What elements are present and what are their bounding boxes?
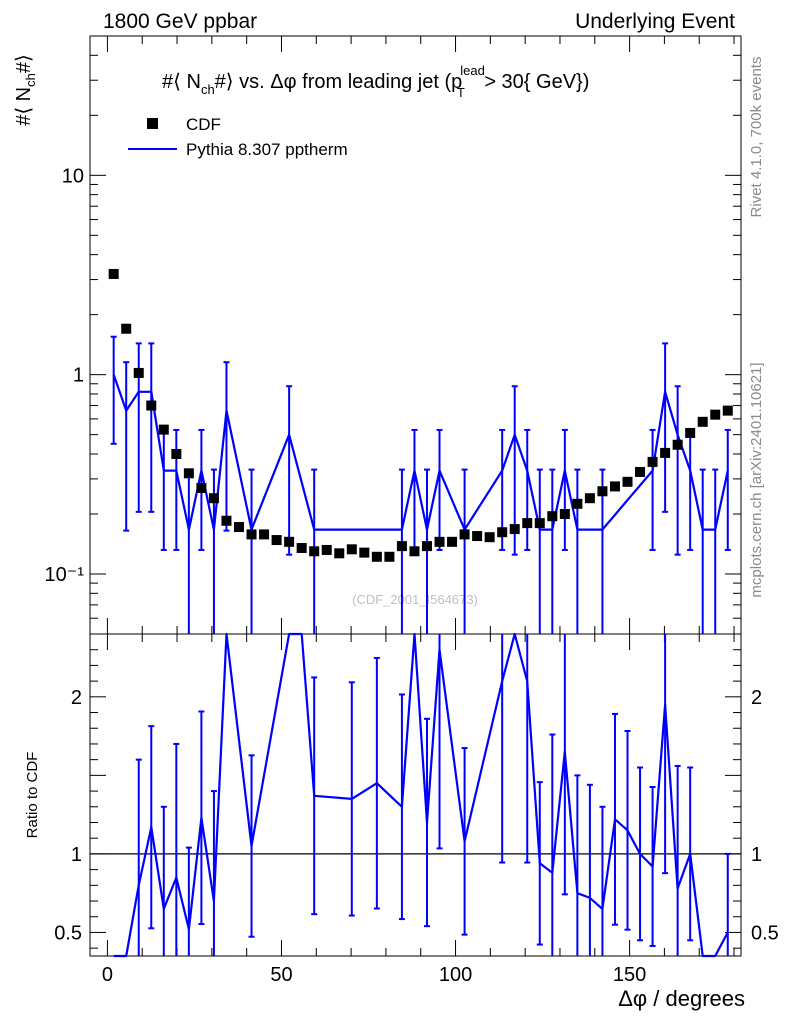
mc-series-line <box>112 374 729 531</box>
x-tick-label: 0 <box>102 964 113 986</box>
cdf-data-point <box>359 547 370 558</box>
cdf-data-point <box>183 468 194 479</box>
title-part-a: #⟨ N <box>162 71 201 93</box>
cdf-data-point <box>559 508 570 519</box>
cdf-data-point <box>685 427 696 438</box>
mc-line-layer <box>112 374 729 531</box>
cdf-data-point <box>409 546 420 557</box>
cdf-data-point <box>121 323 132 334</box>
ratio-y-axis-label: Ratio to CDF <box>24 752 41 839</box>
cdf-data-point <box>246 529 257 540</box>
cdf-data-point <box>522 518 533 529</box>
mcplots-label: mcplots.cern.ch [arXiv:2401.10621] <box>748 362 765 597</box>
cdf-data-point <box>233 522 244 533</box>
x-tick-label: 150 <box>613 964 646 986</box>
ratio-y-tick-label-left: 1 <box>71 844 82 866</box>
cdf-data-point <box>434 536 445 547</box>
main-y-axis-label: #⟨ Nch#⟩ <box>13 54 38 126</box>
cdf-data-point <box>572 498 583 509</box>
cdf-data-point <box>133 367 144 378</box>
cdf-data-point <box>384 551 395 562</box>
cdf-data-point <box>396 541 407 552</box>
cdf-data-point <box>697 416 708 427</box>
cdf-data-point <box>584 493 595 504</box>
cdf-data-point <box>321 544 332 555</box>
title-part-c: > 30{ GeV}) <box>479 71 590 93</box>
x-tick-label: 100 <box>439 964 472 986</box>
y-tick-label: 10⁻¹ <box>45 564 85 586</box>
cdf-data-point <box>196 483 207 494</box>
cdf-data-point <box>710 409 721 420</box>
ratio-panel-frame <box>89 633 742 957</box>
cdf-data-point <box>171 448 182 459</box>
legend: CDF Pythia 8.307 pptherm <box>128 115 348 159</box>
ratio-axis-ticks: 0 50 100 150 2 2 1 1 0.5 0.5 <box>54 633 779 986</box>
cdf-data-point <box>484 532 495 543</box>
title-part-b: #⟩ vs. Δφ from leading jet (p <box>215 71 463 93</box>
legend-label-cdf: CDF <box>186 115 221 134</box>
cdf-data-point <box>346 544 357 555</box>
y-tick-label: 1 <box>73 365 84 387</box>
x-axis-label: Δφ / degrees <box>618 986 745 1011</box>
cdf-data-point <box>421 541 432 552</box>
ratio-y-tick-label-left: 2 <box>71 687 82 709</box>
chart-title: #⟨ Nch#⟩ vs. Δφ from leading jet (plead T… <box>162 63 589 100</box>
cdf-data-point <box>472 531 483 542</box>
cdf-data-point <box>334 548 345 559</box>
cdf-data-point <box>672 439 683 450</box>
cdf-data-point <box>597 486 608 497</box>
cdf-data-point <box>722 405 733 416</box>
title-sub-ch: ch <box>201 82 215 97</box>
cdf-data-point <box>309 546 320 557</box>
x-tick-label: 50 <box>270 964 292 986</box>
cdf-data-point <box>547 511 558 522</box>
ylabel-part-a: #⟨ N <box>13 87 35 126</box>
cdf-data-point <box>622 476 633 487</box>
cdf-data-point <box>509 524 520 535</box>
title-sub-t: T <box>457 85 465 100</box>
cdf-data-point <box>108 268 119 279</box>
cdf-data-point <box>259 529 270 540</box>
cdf-data-point <box>497 527 508 538</box>
cdf-data-point <box>635 466 646 477</box>
cdf-data-point <box>146 400 157 411</box>
legend-marker-cdf <box>147 118 158 129</box>
main-axis-ticks: 10 1 10⁻¹ <box>45 35 741 635</box>
header-left: 1800 GeV ppbar <box>103 10 257 33</box>
ylabel-part-b: #⟩ <box>13 54 35 73</box>
cdf-data-point <box>271 535 282 546</box>
svg-text:#⟨ Nch#⟩: #⟨ Nch#⟩ <box>13 54 38 126</box>
data-points-layer <box>108 268 733 562</box>
title-sup-lead: lead <box>460 63 485 78</box>
ratio-y-tick-label-right: 2 <box>751 687 762 709</box>
rivet-label: Rivet 4.1.0, 700k events <box>748 57 765 218</box>
cdf-data-point <box>609 481 620 492</box>
cdf-data-point <box>647 456 658 467</box>
cdf-data-point <box>534 518 545 529</box>
legend-label-pythia: Pythia 8.307 pptherm <box>186 140 348 159</box>
cdf-data-point <box>158 424 169 435</box>
ratio-series-line <box>113 632 729 958</box>
ylabel-sub: ch <box>23 73 38 87</box>
ratio-line-layer <box>113 632 729 958</box>
cdf-data-point <box>459 529 470 540</box>
ratio-y-tick-label-right: 0.5 <box>751 922 779 944</box>
y-tick-label: 10 <box>62 165 84 187</box>
ratio-y-tick-label-left: 0.5 <box>54 922 82 944</box>
cdf-data-point <box>221 515 232 526</box>
cdf-data-point <box>660 447 671 458</box>
cdf-data-point <box>447 536 458 547</box>
cdf-data-point <box>371 551 382 562</box>
cdf-data-point <box>284 536 295 547</box>
cdf-data-point <box>296 543 307 554</box>
header-right: Underlying Event <box>575 10 735 33</box>
ratio-y-tick-label-right: 1 <box>751 844 762 866</box>
analysis-watermark: (CDF_2001_I564673) <box>352 592 478 607</box>
cdf-data-point <box>208 493 219 504</box>
